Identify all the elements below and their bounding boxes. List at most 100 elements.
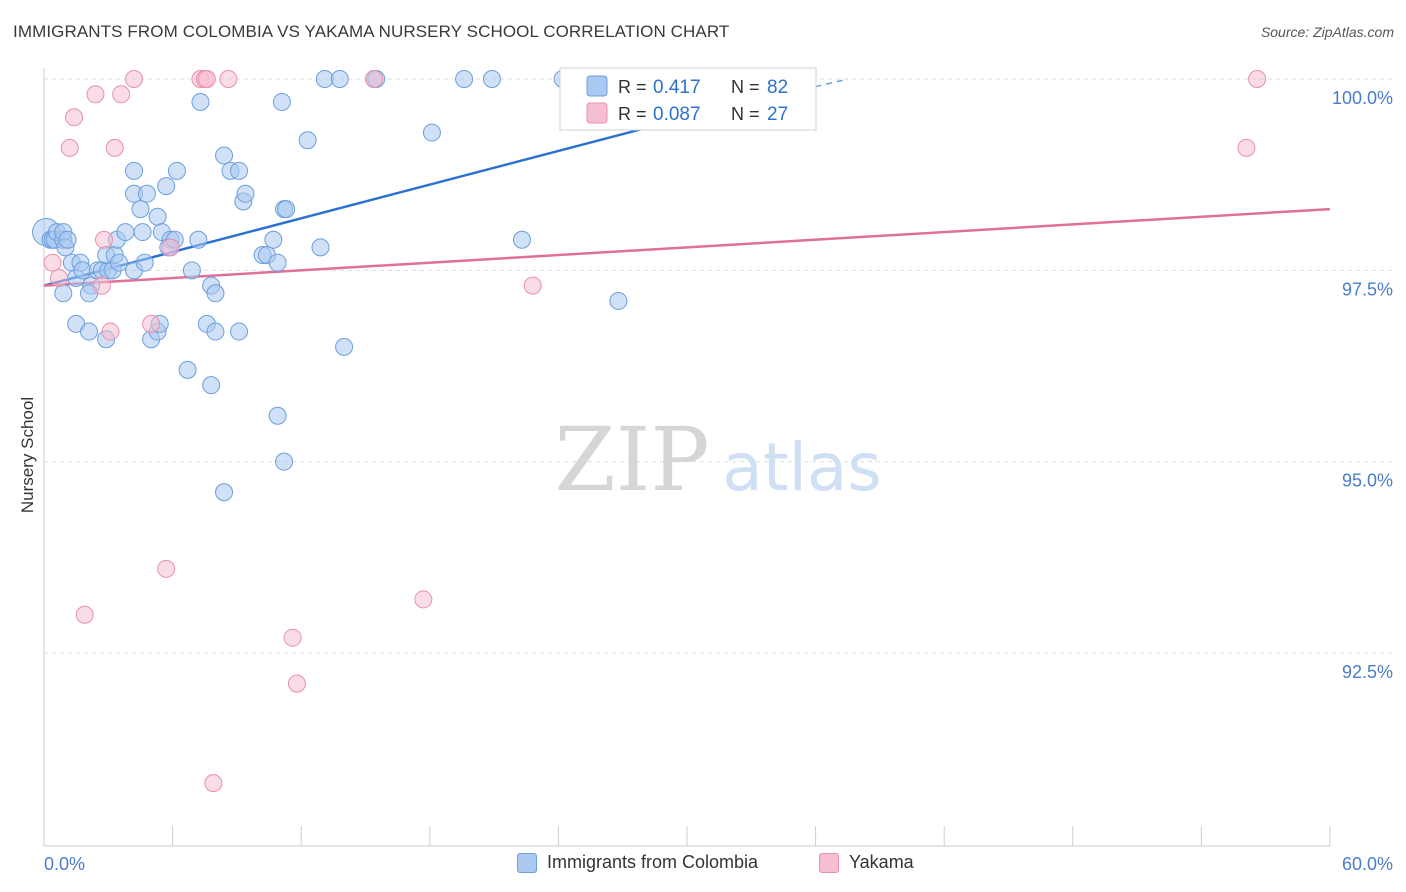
colombia-point [58,230,77,249]
legend-n-label-yakama: N = [731,104,760,124]
source-label: Source: ZipAtlas.com [1260,24,1394,40]
colombia-point [189,230,208,249]
yakama-point [101,322,120,341]
colombia-point [167,161,186,180]
bottom-legend-swatch-colombia [517,852,537,873]
yakama-point [283,628,302,647]
x-tick-label: 0.0% [44,854,85,874]
legend-r-label-yakama: R = [618,104,647,124]
colombia-point [330,70,349,88]
colombia-point [191,92,210,111]
legend-n-value-colombia: 82 [767,77,788,98]
gridlines [43,78,1392,846]
colombia-point [178,360,197,379]
yakama-point [125,70,144,88]
colombia-point [131,200,150,219]
colombia-point [230,161,249,180]
yakama-point [161,238,180,257]
data-points [32,70,1267,793]
tick-labels: 92.5% 95.0% 97.5% 100.0% 0.0% 60.0% [44,88,1393,874]
watermark-atlas: atlas [722,429,882,506]
watermark: ZIP atlas [554,408,881,511]
watermark-zip: ZIP [554,408,709,511]
colombia-point [133,223,152,242]
yakama-point [157,559,176,578]
colombia-point [455,70,474,88]
colombia-point [335,337,354,356]
yakama-trendline [43,207,1331,287]
colombia-point [135,253,154,272]
yakama-point [95,230,114,249]
colombia-point [157,177,176,196]
colombia-point [206,284,225,303]
legend-swatch-yakama [586,102,608,124]
yakama-point [65,108,84,127]
y-tick-label: 92.5% [1342,662,1393,682]
colombia-point [275,452,294,471]
yakama-point [219,70,238,88]
colombia-point [80,322,99,341]
colombia-point [236,184,255,203]
yakama-point [75,605,94,624]
yakama-point [523,276,542,295]
colombia-point [512,230,531,249]
yakama-point [365,70,384,88]
colombia-point [110,253,129,272]
yakama-point [287,674,306,693]
bottom-legend-swatch-yakama [819,852,839,873]
legend-swatch-colombia [586,75,608,97]
colombia-point [315,70,334,88]
yakama-point [112,85,131,104]
colombia-point [311,238,330,257]
yakama-point [60,138,79,157]
colombia-point [206,322,225,341]
colombia-point [272,92,291,111]
bottom-legend-item-colombia: Immigrants from Colombia [517,852,758,873]
y-tick-label: 97.5% [1342,279,1393,299]
bottom-legend-label-colombia: Immigrants from Colombia [547,852,759,872]
colombia-point [215,483,234,502]
legend-r-value-colombia: 0.417 [653,77,701,98]
colombia-point [125,161,144,180]
y-tick-label: 95.0% [1342,471,1393,491]
colombia-point [215,146,234,165]
legend-r-label-colombia: R = [618,77,647,97]
legend-r-value-yakama: 0.087 [653,104,701,125]
yakama-point [142,314,161,333]
yakama-point [197,70,216,88]
yakama-point [105,138,124,157]
y-tick-label: 100.0% [1332,88,1393,108]
bottom-legend-label-yakama: Yakama [849,852,914,872]
legend-n-value-yakama: 27 [767,104,788,125]
colombia-point [277,200,296,219]
yakama-point [414,590,433,609]
colombia-point [148,207,167,226]
colombia-point [116,223,135,242]
colombia-point [268,406,287,425]
colombia-point [182,261,201,280]
legend-n-label-colombia: N = [731,77,760,97]
yakama-point [92,276,111,295]
chart-title: IMMIGRANTS FROM COLOMBIA VS YAKAMA NURSE… [13,22,730,41]
colombia-point [609,291,628,310]
bottom-legend: Immigrants from Colombia Yakama [0,852,1406,878]
yakama-point [43,253,62,272]
yakama-point [86,85,105,104]
colombia-point [54,284,73,303]
x-tick-label: 60.0% [1342,854,1393,874]
colombia-point [264,230,283,249]
legend: R = 0.417 N = 82 R = 0.087 N = 27 [559,67,817,131]
yakama-point [1248,70,1267,88]
colombia-point [298,131,317,150]
colombia-point [422,123,441,142]
colombia-point [137,184,156,203]
colombia-point [482,70,501,88]
bottom-legend-item-yakama: Yakama [819,852,914,873]
yakama-point [204,774,223,793]
colombia-point [268,253,287,272]
yakama-point [1237,138,1256,157]
yakama-point [50,268,69,287]
colombia-point [230,322,249,341]
colombia-point [73,261,92,280]
